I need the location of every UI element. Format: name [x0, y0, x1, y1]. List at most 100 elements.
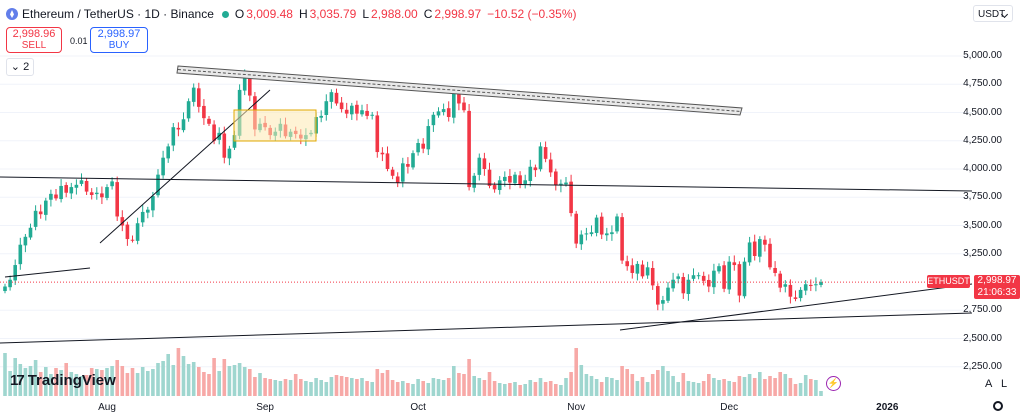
candle-body [446, 108, 451, 118]
candle-body [212, 124, 216, 141]
volume-bar [49, 374, 53, 396]
volume-bar [513, 382, 517, 396]
candle-body [747, 242, 752, 263]
volume-bar [309, 382, 313, 396]
volume-bar [732, 382, 737, 396]
price-tick-label: 2,250.00 [963, 360, 1002, 372]
candle-body [783, 284, 788, 287]
candle-body [620, 217, 624, 261]
candle-body [151, 196, 155, 211]
lightning-icon[interactable]: ⚡ [826, 376, 841, 391]
volume-bar [503, 384, 507, 396]
volume-bar [722, 379, 726, 396]
candle-body [59, 185, 63, 200]
candle-body [156, 174, 160, 196]
candle-body [574, 213, 578, 244]
candle-body [635, 263, 640, 274]
volume-bar [140, 367, 145, 396]
volume-bar [528, 380, 533, 396]
volume-bar [737, 376, 742, 396]
volume-bar [467, 359, 471, 396]
volume-bar [446, 378, 451, 396]
volume-bar [645, 382, 650, 396]
candle-body [727, 261, 731, 290]
buy-button[interactable]: 2,998.97 BUY [90, 27, 148, 53]
currency-select[interactable]: USDT [973, 5, 1013, 22]
candle-body [513, 174, 517, 184]
symbol-title[interactable]: Ethereum / TetherUS · 1D · Binance [22, 7, 214, 21]
candle-body [176, 127, 181, 130]
candle-body [528, 166, 533, 181]
candle-body [452, 91, 456, 118]
volume-bar [538, 378, 543, 396]
volume-bar [166, 354, 170, 396]
chevron-down-icon: ⌄ [10, 61, 21, 73]
volume-bar [237, 363, 242, 396]
candle-body [503, 176, 507, 181]
volume-bar [656, 370, 660, 396]
ethereum-icon [6, 8, 18, 20]
volume-bar [543, 382, 548, 396]
candle-body [467, 110, 471, 188]
rising-support-trendline [619, 283, 973, 331]
volume-bar [778, 372, 782, 396]
volume-bar [115, 360, 119, 396]
volume-bar [334, 375, 339, 396]
volume-bar [630, 374, 635, 396]
symbol-price-tag: ETHUSDT [927, 275, 970, 288]
volume-bar [79, 376, 84, 396]
candle-body [120, 217, 125, 226]
candle-body [13, 265, 17, 281]
volume-bar [620, 366, 624, 396]
volume-bar [329, 377, 334, 396]
volume-bar [324, 382, 329, 396]
volume-bar [191, 362, 196, 396]
candle-body [676, 276, 680, 279]
volume-bar [589, 376, 594, 396]
log-scale-button[interactable]: L [1001, 378, 1008, 390]
volume-bar [28, 366, 33, 396]
candle-body [722, 265, 726, 289]
volume-bar [268, 379, 272, 396]
candle-body [610, 232, 614, 235]
volume-bar [416, 379, 420, 396]
candle-body [426, 126, 431, 150]
time-tick-label: Oct [410, 402, 426, 413]
candle-body [487, 169, 492, 186]
auto-scale-button[interactable]: A [985, 378, 993, 390]
volume-bar [482, 380, 487, 396]
volume-bar [803, 375, 808, 396]
tradingview-logo[interactable]: 17 TradingView [10, 372, 116, 389]
sell-button[interactable]: 2,998.96 SELL [6, 27, 62, 53]
low-label: L [362, 7, 370, 21]
candle-body [492, 185, 497, 190]
gear-icon[interactable] [993, 401, 1003, 411]
buy-label: BUY [108, 40, 130, 51]
candle-body [74, 184, 79, 188]
volume-bar [701, 381, 706, 396]
candle-body [380, 152, 385, 155]
candle-body [344, 109, 349, 114]
volume-bar [752, 378, 757, 396]
price-grid [0, 55, 972, 368]
volume-bar [788, 378, 793, 396]
indicators-collapse-button[interactable]: ⌄ 2 [6, 58, 34, 76]
candle-body [8, 279, 12, 288]
volume-bar [33, 360, 38, 396]
volume-bar [161, 361, 165, 396]
volume-bar [712, 378, 716, 396]
market-status-icon [221, 10, 229, 18]
candle-body [406, 164, 410, 167]
volume-bar [171, 365, 176, 396]
volume-bar [74, 374, 79, 396]
symbol-header[interactable]: Ethereum / TetherUS · 1D · Binance O 3,00… [6, 5, 583, 23]
candle-body [395, 176, 400, 183]
volume-bar [202, 372, 206, 396]
volume-bar [350, 378, 354, 396]
candle-body [411, 153, 415, 168]
volume-bar [472, 376, 476, 396]
volume-bar [615, 380, 619, 396]
price-tick-label: 3,250.00 [963, 247, 1002, 259]
candle-body [594, 217, 599, 233]
